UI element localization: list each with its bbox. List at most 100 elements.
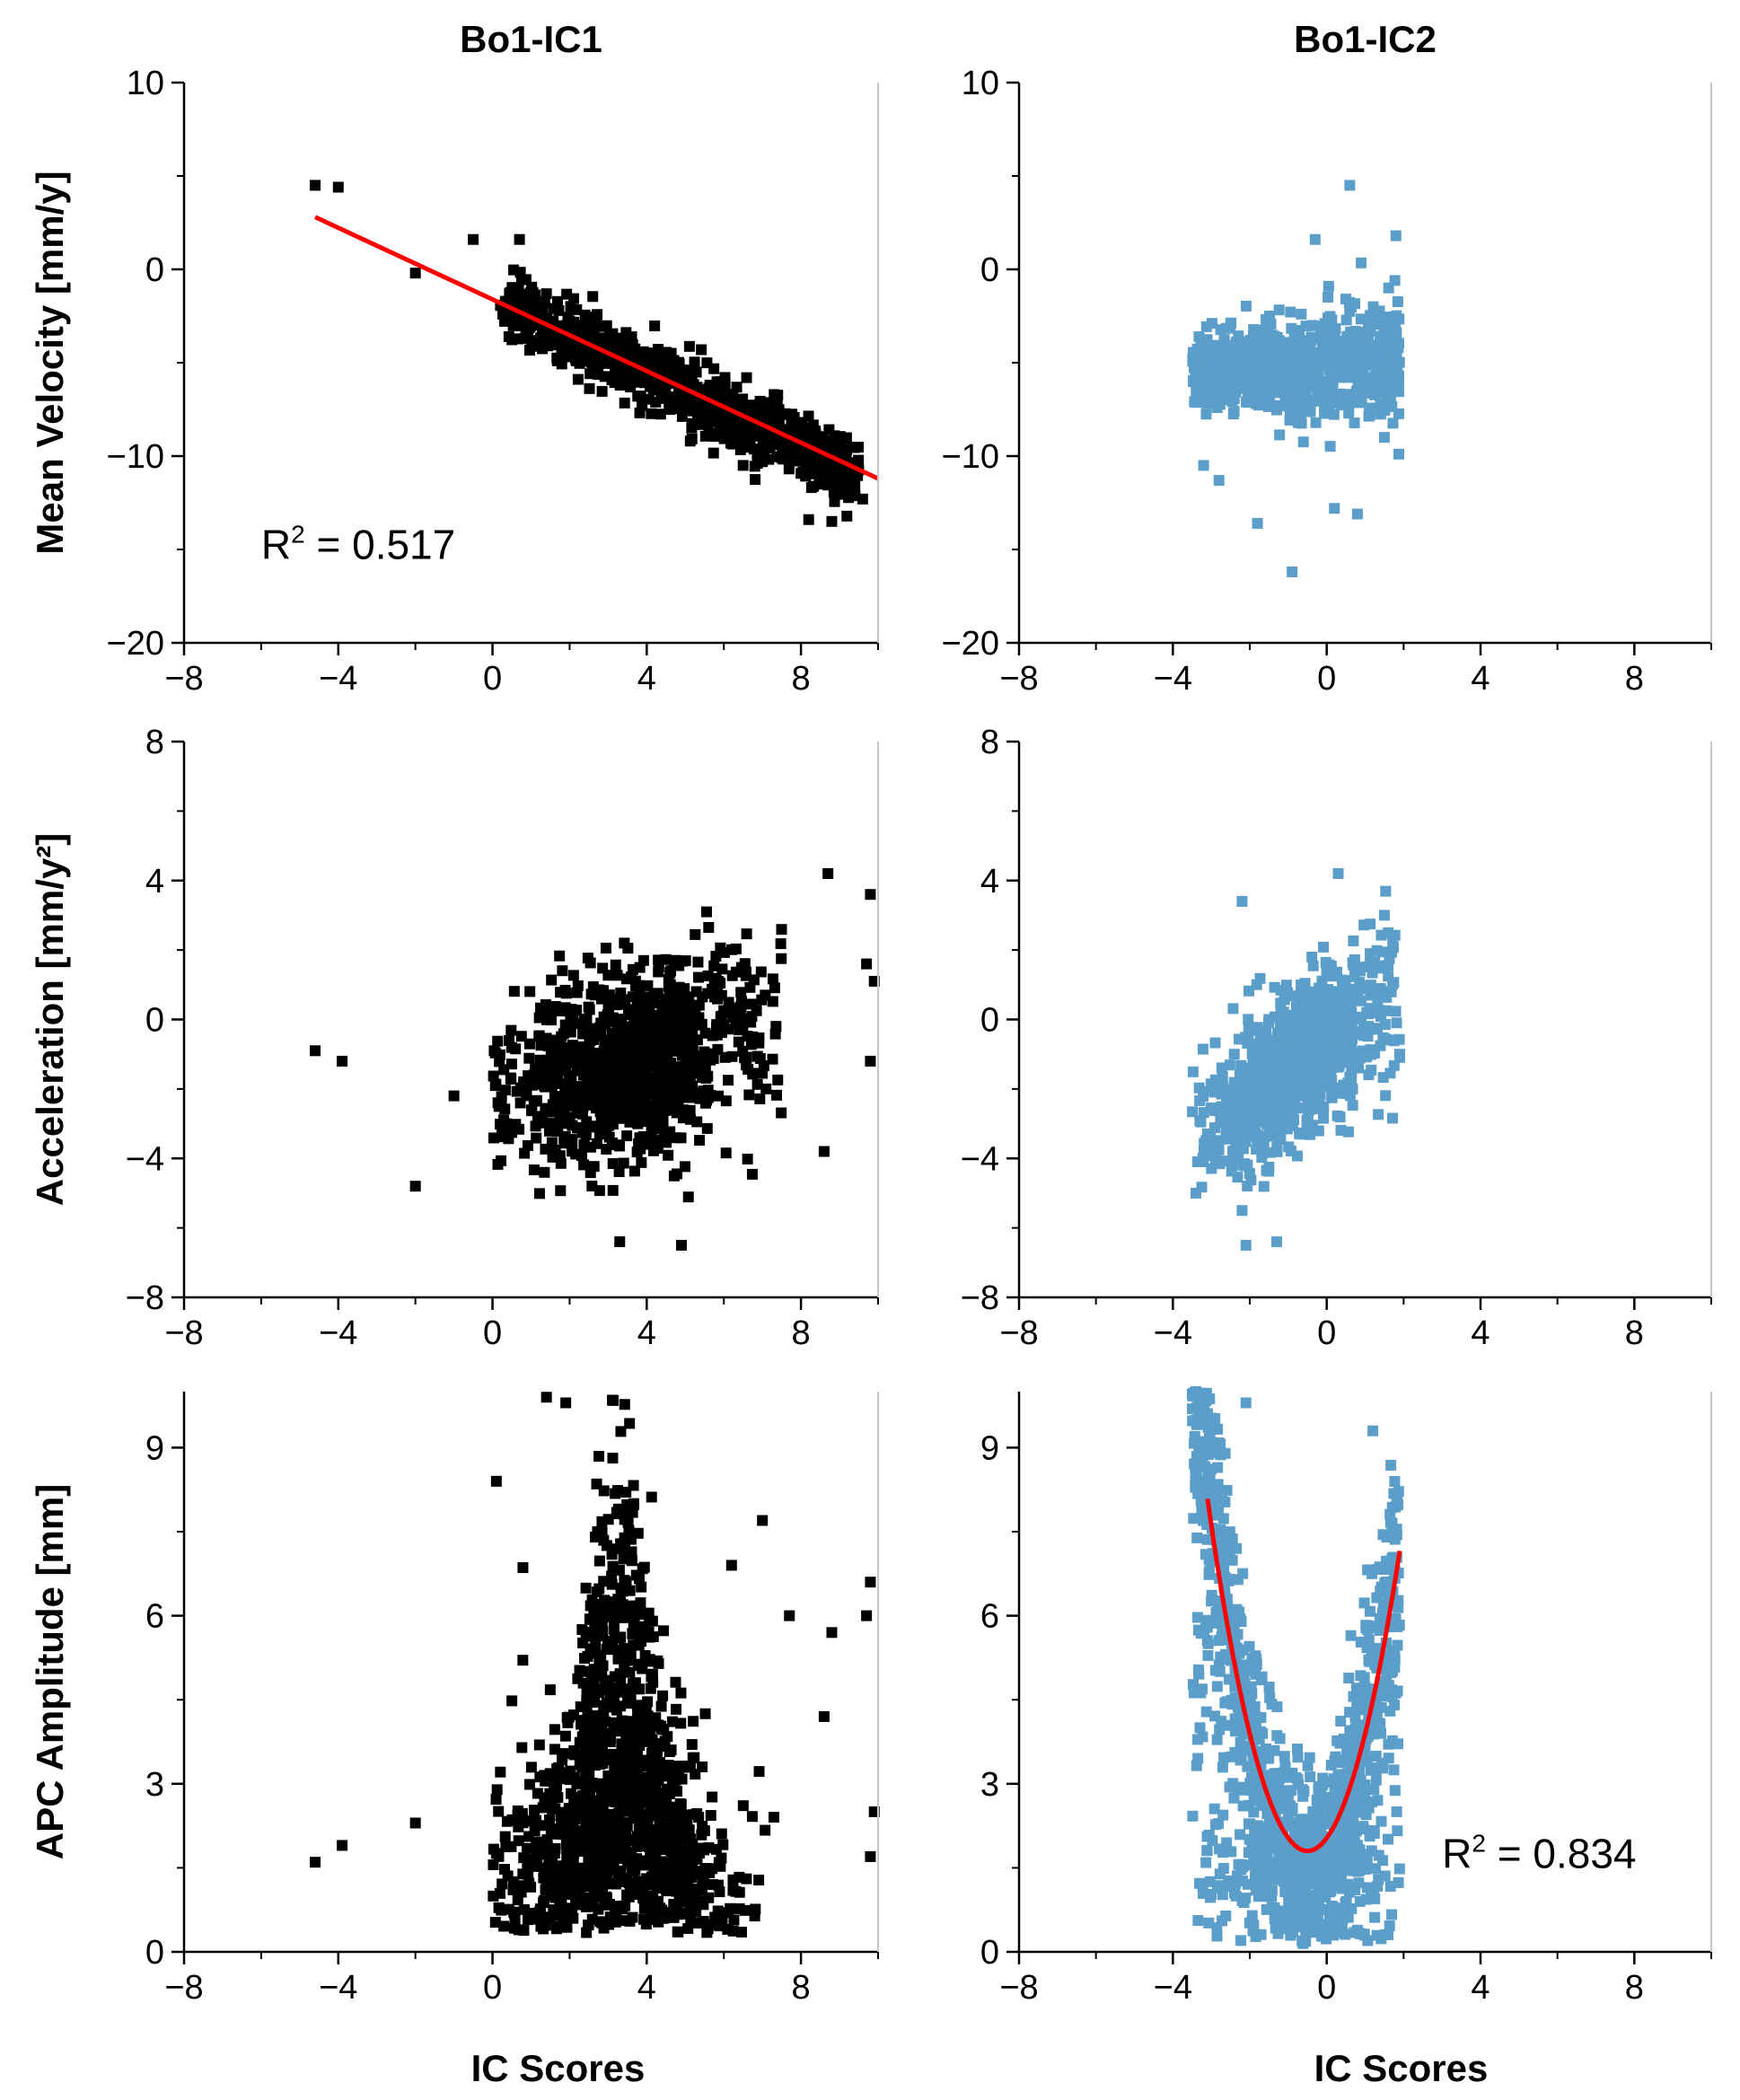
scatter-point: [690, 928, 701, 940]
scatter-point: [726, 1050, 738, 1062]
scatter-point: [526, 335, 538, 347]
scatter-point: [1269, 981, 1280, 993]
scatter-point: [506, 334, 518, 346]
scatter-point: [503, 1034, 514, 1046]
scatter-point: [754, 1093, 766, 1104]
scatter-point: [524, 986, 536, 997]
scatter-point: [670, 1043, 681, 1055]
scatter-point: [548, 303, 559, 314]
scatter-point: [657, 1625, 669, 1637]
scatter-point: [737, 1045, 749, 1057]
scatter-point: [1345, 302, 1357, 313]
scatter-point: [572, 373, 584, 385]
scatter-point: [1357, 980, 1368, 992]
scatter-point: [1289, 346, 1301, 357]
x-tick-label: −4: [1154, 660, 1192, 698]
scatter-point: [1191, 1156, 1203, 1168]
scatter-point: [723, 1075, 734, 1086]
fit-line: [313, 215, 880, 481]
y-tick-label: 8: [980, 724, 999, 761]
scatter-point: [703, 428, 715, 440]
scatter-point: [543, 1125, 555, 1137]
scatter-point: [526, 1104, 538, 1116]
scatter-point: [1346, 1030, 1358, 1041]
scatter-point: [516, 320, 528, 331]
scatter-point: [1263, 1014, 1275, 1025]
scatter-point: [1336, 1008, 1348, 1020]
scatter-point: [1380, 1090, 1392, 1102]
scatter-point: [634, 980, 646, 991]
y-tick-label: 0: [145, 251, 164, 289]
scatter-point: [1324, 441, 1336, 453]
scatter-point: [822, 868, 834, 880]
scatter-point: [1336, 1087, 1348, 1099]
scatter-point: [834, 431, 846, 443]
scatter-point: [1303, 394, 1314, 406]
scatter-point: [1198, 1085, 1209, 1097]
scatter-point: [567, 1912, 579, 1924]
scatter-point: [1317, 1015, 1329, 1027]
scatter-point: [1240, 1032, 1252, 1043]
scatter-point: [533, 1739, 545, 1751]
scatter-point: [645, 1045, 656, 1057]
scatter-point: [750, 474, 761, 486]
scatter-point: [1240, 1239, 1252, 1251]
y-tick-label: −8: [126, 1279, 164, 1317]
scatter-point: [638, 991, 650, 1003]
scatter-point: [613, 1166, 625, 1178]
scatter-points: [1187, 180, 1405, 577]
scatter-point: [1393, 448, 1405, 460]
scatter-point: [720, 1147, 732, 1159]
scatter-point: [1242, 1181, 1253, 1192]
x-tick-label: 0: [1317, 660, 1336, 698]
scatter-point: [540, 288, 552, 300]
y-tick-label: 8: [145, 724, 164, 761]
scatter-point: [689, 356, 700, 368]
scatter-point: [409, 1181, 421, 1192]
scatter-point: [1328, 409, 1340, 420]
scatter-point: [639, 1033, 651, 1045]
scatter-point: [726, 944, 738, 955]
scatter-point: [655, 384, 666, 396]
scatter-point: [1365, 402, 1376, 414]
scatter-point: [496, 1155, 507, 1166]
scatter-point: [663, 1149, 674, 1161]
scatter-point: [599, 371, 611, 382]
x-tick-label: 0: [483, 1314, 502, 1352]
scatter-point: [547, 1151, 558, 1163]
scatter-point: [801, 457, 813, 469]
scatter-point: [778, 438, 790, 450]
scatter-point: [310, 180, 321, 191]
scatter-point: [1285, 1146, 1296, 1157]
scatter-point: [1381, 991, 1393, 1003]
scatter-point: [1323, 1031, 1334, 1042]
scatter-point: [555, 1773, 567, 1785]
scatter-point: [702, 988, 714, 999]
scatter-point: [490, 1078, 502, 1090]
scatter-point: [554, 950, 566, 962]
scatter-point: [1216, 1078, 1227, 1090]
scatter-point: [750, 423, 761, 435]
scatter-point: [1389, 275, 1401, 286]
scatter-point: [527, 286, 539, 298]
scatter-point: [505, 1073, 517, 1085]
scatter-point: [1378, 909, 1390, 921]
scatter-point: [1190, 356, 1201, 367]
scatter-point: [692, 971, 704, 983]
scatter-point: [1297, 436, 1309, 448]
scatter-point: [1258, 1181, 1270, 1192]
scatter-point: [619, 1399, 630, 1410]
scatter-point: [559, 1002, 571, 1014]
scatter-point: [488, 1132, 499, 1144]
scatter-point: [670, 1703, 681, 1715]
scatter-point: [645, 378, 656, 390]
scatter-point: [1343, 1055, 1355, 1067]
scatter-point: [776, 924, 787, 936]
scatter-point: [742, 1031, 753, 1042]
x-tick-label: 4: [1471, 660, 1490, 698]
scatter-point: [696, 1018, 707, 1030]
scatter-point: [1252, 517, 1263, 529]
scatter-point: [805, 482, 817, 494]
